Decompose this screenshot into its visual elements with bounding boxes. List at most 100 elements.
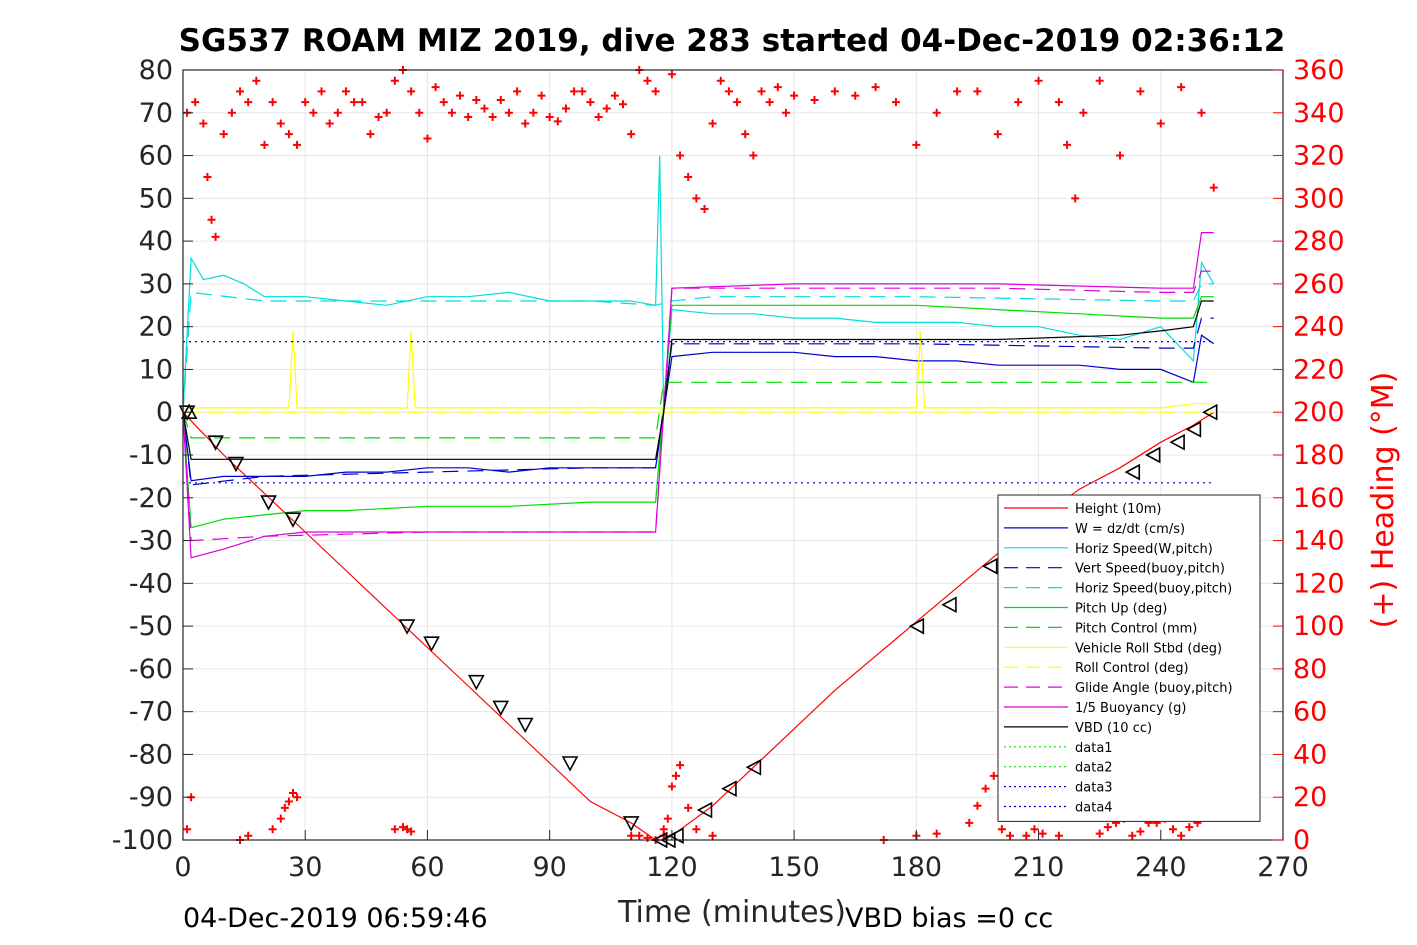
heading-marker [358, 98, 367, 107]
heading-marker [480, 104, 489, 113]
heading-marker [496, 95, 505, 104]
right-tick-label: 280 [1293, 226, 1345, 257]
heading-marker [1038, 829, 1047, 838]
legend-entry: Vehicle Roll Stbd (deg) [1075, 641, 1222, 656]
heading-marker [1103, 823, 1112, 832]
y-tick-label: -60 [129, 654, 173, 685]
heading-marker [423, 134, 432, 143]
legend-entry: Glide Angle (buoy,pitch) [1075, 681, 1233, 696]
right-tick-label: 20 [1293, 782, 1327, 813]
y-tick-label: 60 [139, 141, 173, 172]
heading-marker [284, 797, 293, 806]
ascent-marker [1124, 463, 1141, 481]
heading-marker [773, 83, 782, 92]
right-tick-label: 340 [1293, 98, 1345, 129]
heading-marker [293, 793, 302, 802]
legend: Height (10m) W = dz/dt (cm/s) Horiz Speed(… [997, 494, 1261, 822]
right-tick-label: 180 [1293, 440, 1345, 471]
series-line [182, 381, 1214, 439]
heading-marker [293, 140, 302, 149]
right-tick-label: 240 [1293, 312, 1345, 343]
y-tick-label: 0 [156, 397, 173, 428]
right-tick-label: 200 [1293, 397, 1345, 428]
ascent-marker [668, 827, 684, 845]
descent-marker [561, 756, 579, 772]
heading-marker [932, 829, 941, 838]
legend-entry: data3 [1075, 781, 1113, 796]
series-line [182, 232, 1214, 559]
right-tick-label: 120 [1293, 568, 1345, 599]
series-line [182, 334, 1215, 482]
series-line [182, 155, 1215, 413]
ascent-marker [721, 780, 737, 798]
heading-marker [382, 108, 391, 117]
y-tick-label: 70 [139, 98, 173, 129]
heading-marker [635, 831, 644, 840]
heading-marker [366, 130, 375, 139]
y-tick-label: -70 [129, 697, 173, 728]
legend-entry: Vert Speed(buoy,pitch) [1075, 562, 1225, 577]
heading-marker [1054, 831, 1063, 840]
heading-marker [671, 771, 680, 780]
x-tick-label: 120 [646, 852, 698, 883]
heading-marker [781, 108, 790, 117]
descent-marker [398, 619, 416, 635]
heading-marker [472, 95, 481, 104]
heading-marker [183, 825, 192, 834]
ascent-marker [1185, 420, 1202, 438]
heading-marker [741, 130, 750, 139]
heading-marker [965, 818, 974, 827]
ascent-marker [941, 596, 957, 614]
legend-entry: W = dz/dt (cm/s) [1075, 522, 1185, 537]
heading-marker [643, 76, 652, 85]
heading-marker [594, 113, 603, 122]
heading-marker [1022, 831, 1031, 840]
legend-entry: Pitch Up (deg) [1075, 602, 1167, 617]
x-tick-label: 90 [532, 852, 566, 883]
legend-entry: data1 [1075, 741, 1113, 756]
series-line [182, 300, 1214, 460]
heading-marker [1014, 98, 1023, 107]
heading-marker [325, 119, 334, 128]
heading-marker [997, 825, 1006, 834]
descent-marker [467, 674, 485, 691]
ascent-marker [981, 557, 998, 575]
ascent-marker [908, 617, 925, 635]
descent-marker [423, 636, 440, 652]
y-tick-label: 80 [139, 55, 173, 86]
footer-timestamp: 04-Dec-2019 06:59:46 [183, 903, 488, 934]
heading-marker [1095, 829, 1104, 838]
heading-marker [529, 108, 538, 117]
heading-marker [667, 782, 676, 791]
vbd-bias-note: VBD bias =0 cc [845, 903, 1053, 934]
heading-marker [684, 803, 693, 812]
y-tick-label: -100 [112, 825, 173, 856]
heading-marker [301, 98, 310, 107]
heading-marker [390, 76, 399, 85]
heading-marker [733, 98, 742, 107]
heading-marker [280, 803, 289, 812]
legend-entry: data4 [1075, 801, 1113, 816]
legend-entry: Horiz Speed(W,pitch) [1075, 542, 1213, 557]
descent-marker [227, 456, 245, 473]
heading-marker [317, 87, 326, 96]
heading-marker [1136, 827, 1145, 836]
heading-marker [276, 119, 285, 128]
heading-marker [289, 788, 297, 797]
series-line [182, 330, 1214, 413]
heading-marker [374, 113, 383, 122]
heading-marker [684, 172, 693, 181]
y-tick-label: 10 [139, 354, 173, 385]
right-tick-label: 0 [1293, 825, 1310, 856]
heading-marker [1136, 87, 1145, 96]
heading-marker [268, 98, 277, 107]
right-tick-label: 140 [1293, 526, 1345, 557]
heading-marker [276, 814, 285, 823]
y-tick-label: 30 [139, 269, 173, 300]
heading-marker [244, 98, 253, 107]
heading-marker [1116, 151, 1125, 160]
heading-marker [692, 194, 701, 203]
heading-marker [676, 761, 685, 770]
heading-marker [1177, 83, 1186, 92]
